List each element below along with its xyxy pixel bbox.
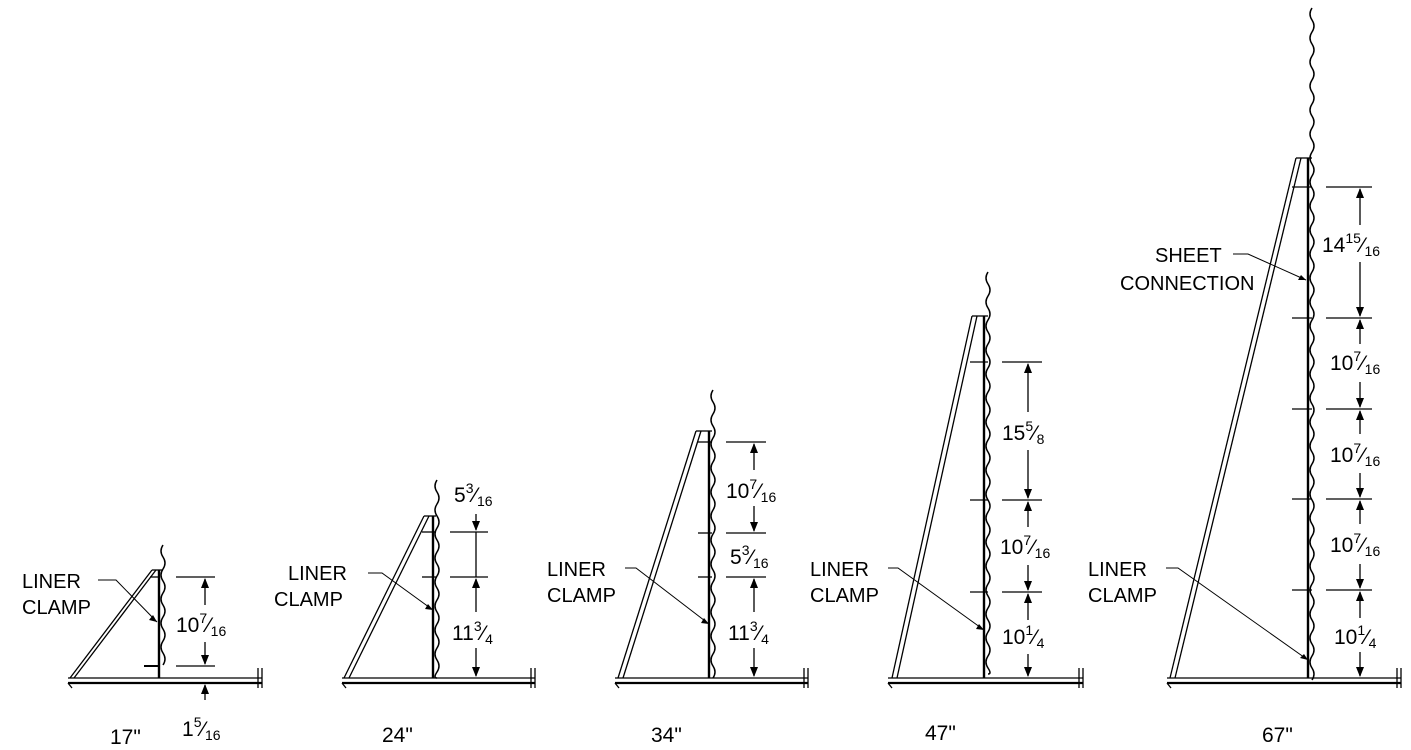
post-with-sheet: [422, 479, 440, 679]
svg-text:CLAMP: CLAMP: [810, 585, 879, 607]
diagonal-brace: [343, 515, 436, 679]
dimension-value: 113⁄4: [728, 618, 769, 647]
dimension-lines: [1326, 186, 1372, 677]
svg-text:CLAMP: CLAMP: [22, 597, 91, 619]
diagonal-brace: [69, 569, 163, 679]
dimension-value: 101⁄4: [1002, 622, 1045, 651]
svg-text:CLAMP: CLAMP: [1088, 585, 1157, 607]
height-label: 34": [651, 724, 682, 747]
height-label: 24": [382, 724, 413, 747]
svg-text:CLAMP: CLAMP: [274, 589, 343, 611]
dimension-value: 53⁄16: [454, 480, 493, 509]
base-plate: [614, 668, 809, 689]
height-label: 67": [1262, 724, 1293, 747]
leader-line: [1166, 567, 1309, 661]
dimension-value: 107⁄16: [1330, 530, 1380, 559]
base-plate: [1166, 668, 1402, 689]
height-label: 17": [110, 726, 141, 749]
dimension-value: 107⁄16: [1000, 532, 1050, 561]
dimension-value: 53⁄16: [730, 542, 769, 571]
callout-liner-clamp: LINER CLAMP: [810, 559, 879, 607]
leader-line: [625, 567, 710, 625]
leader-line: [1233, 253, 1307, 281]
elevation-67in: [1166, 7, 1402, 689]
svg-text:LINER: LINER: [22, 571, 81, 593]
elevation-24in: [341, 479, 536, 689]
callout-liner-clamp: LINER CLAMP: [547, 559, 616, 607]
callout-liner-clamp: LINER CLAMP: [1088, 559, 1157, 607]
dimension-value: 101⁄4: [1334, 622, 1377, 651]
post-with-sheet: [144, 544, 166, 678]
dimension-value: 107⁄16: [726, 476, 776, 505]
post-with-sheet: [698, 389, 716, 679]
dimension-lines: [1002, 361, 1042, 677]
dimension-lines: [176, 576, 215, 700]
svg-text:CONNECTION: CONNECTION: [1120, 273, 1254, 295]
post-with-sheet: [970, 271, 991, 678]
diagonal-brace: [891, 315, 988, 679]
diagonal-brace: [617, 430, 712, 679]
callout-liner-clamp: LINER CLAMP: [274, 563, 347, 611]
svg-text:CLAMP: CLAMP: [547, 585, 616, 607]
leader-line: [368, 572, 434, 611]
diagonal-brace: [1169, 157, 1312, 679]
elevation-17in: [67, 544, 263, 700]
dimension-lines: [726, 441, 766, 677]
base-plate: [341, 668, 536, 689]
base-plate: [887, 668, 1084, 689]
callout-sheet-connection: SHEET CONNECTION: [1120, 245, 1254, 295]
dimension-lines: [450, 514, 488, 677]
svg-text:LINER: LINER: [1088, 559, 1147, 581]
dimension-value: 1415⁄16: [1322, 230, 1380, 259]
dimension-value: 107⁄16: [1330, 440, 1380, 469]
dimension-value: 107⁄16: [1330, 348, 1380, 377]
leader-line: [888, 567, 985, 631]
dimension-value: 15⁄16: [182, 714, 221, 743]
post-with-sheet: [1292, 7, 1315, 681]
base-plate: [67, 668, 263, 689]
dimension-value: 107⁄16: [176, 610, 226, 639]
height-label: 47": [925, 722, 956, 745]
svg-text:LINER: LINER: [547, 559, 606, 581]
dimension-value: 155⁄8: [1002, 418, 1045, 447]
elevation-47in: [887, 271, 1084, 689]
callout-liner-clamp: LINER CLAMP: [22, 571, 91, 619]
dimension-value: 113⁄4: [452, 618, 493, 647]
elevation-34in: [614, 389, 809, 689]
leader-line: [98, 579, 158, 623]
svg-text:SHEET: SHEET: [1155, 245, 1222, 267]
svg-text:LINER: LINER: [810, 559, 869, 581]
svg-text:LINER: LINER: [288, 563, 347, 585]
